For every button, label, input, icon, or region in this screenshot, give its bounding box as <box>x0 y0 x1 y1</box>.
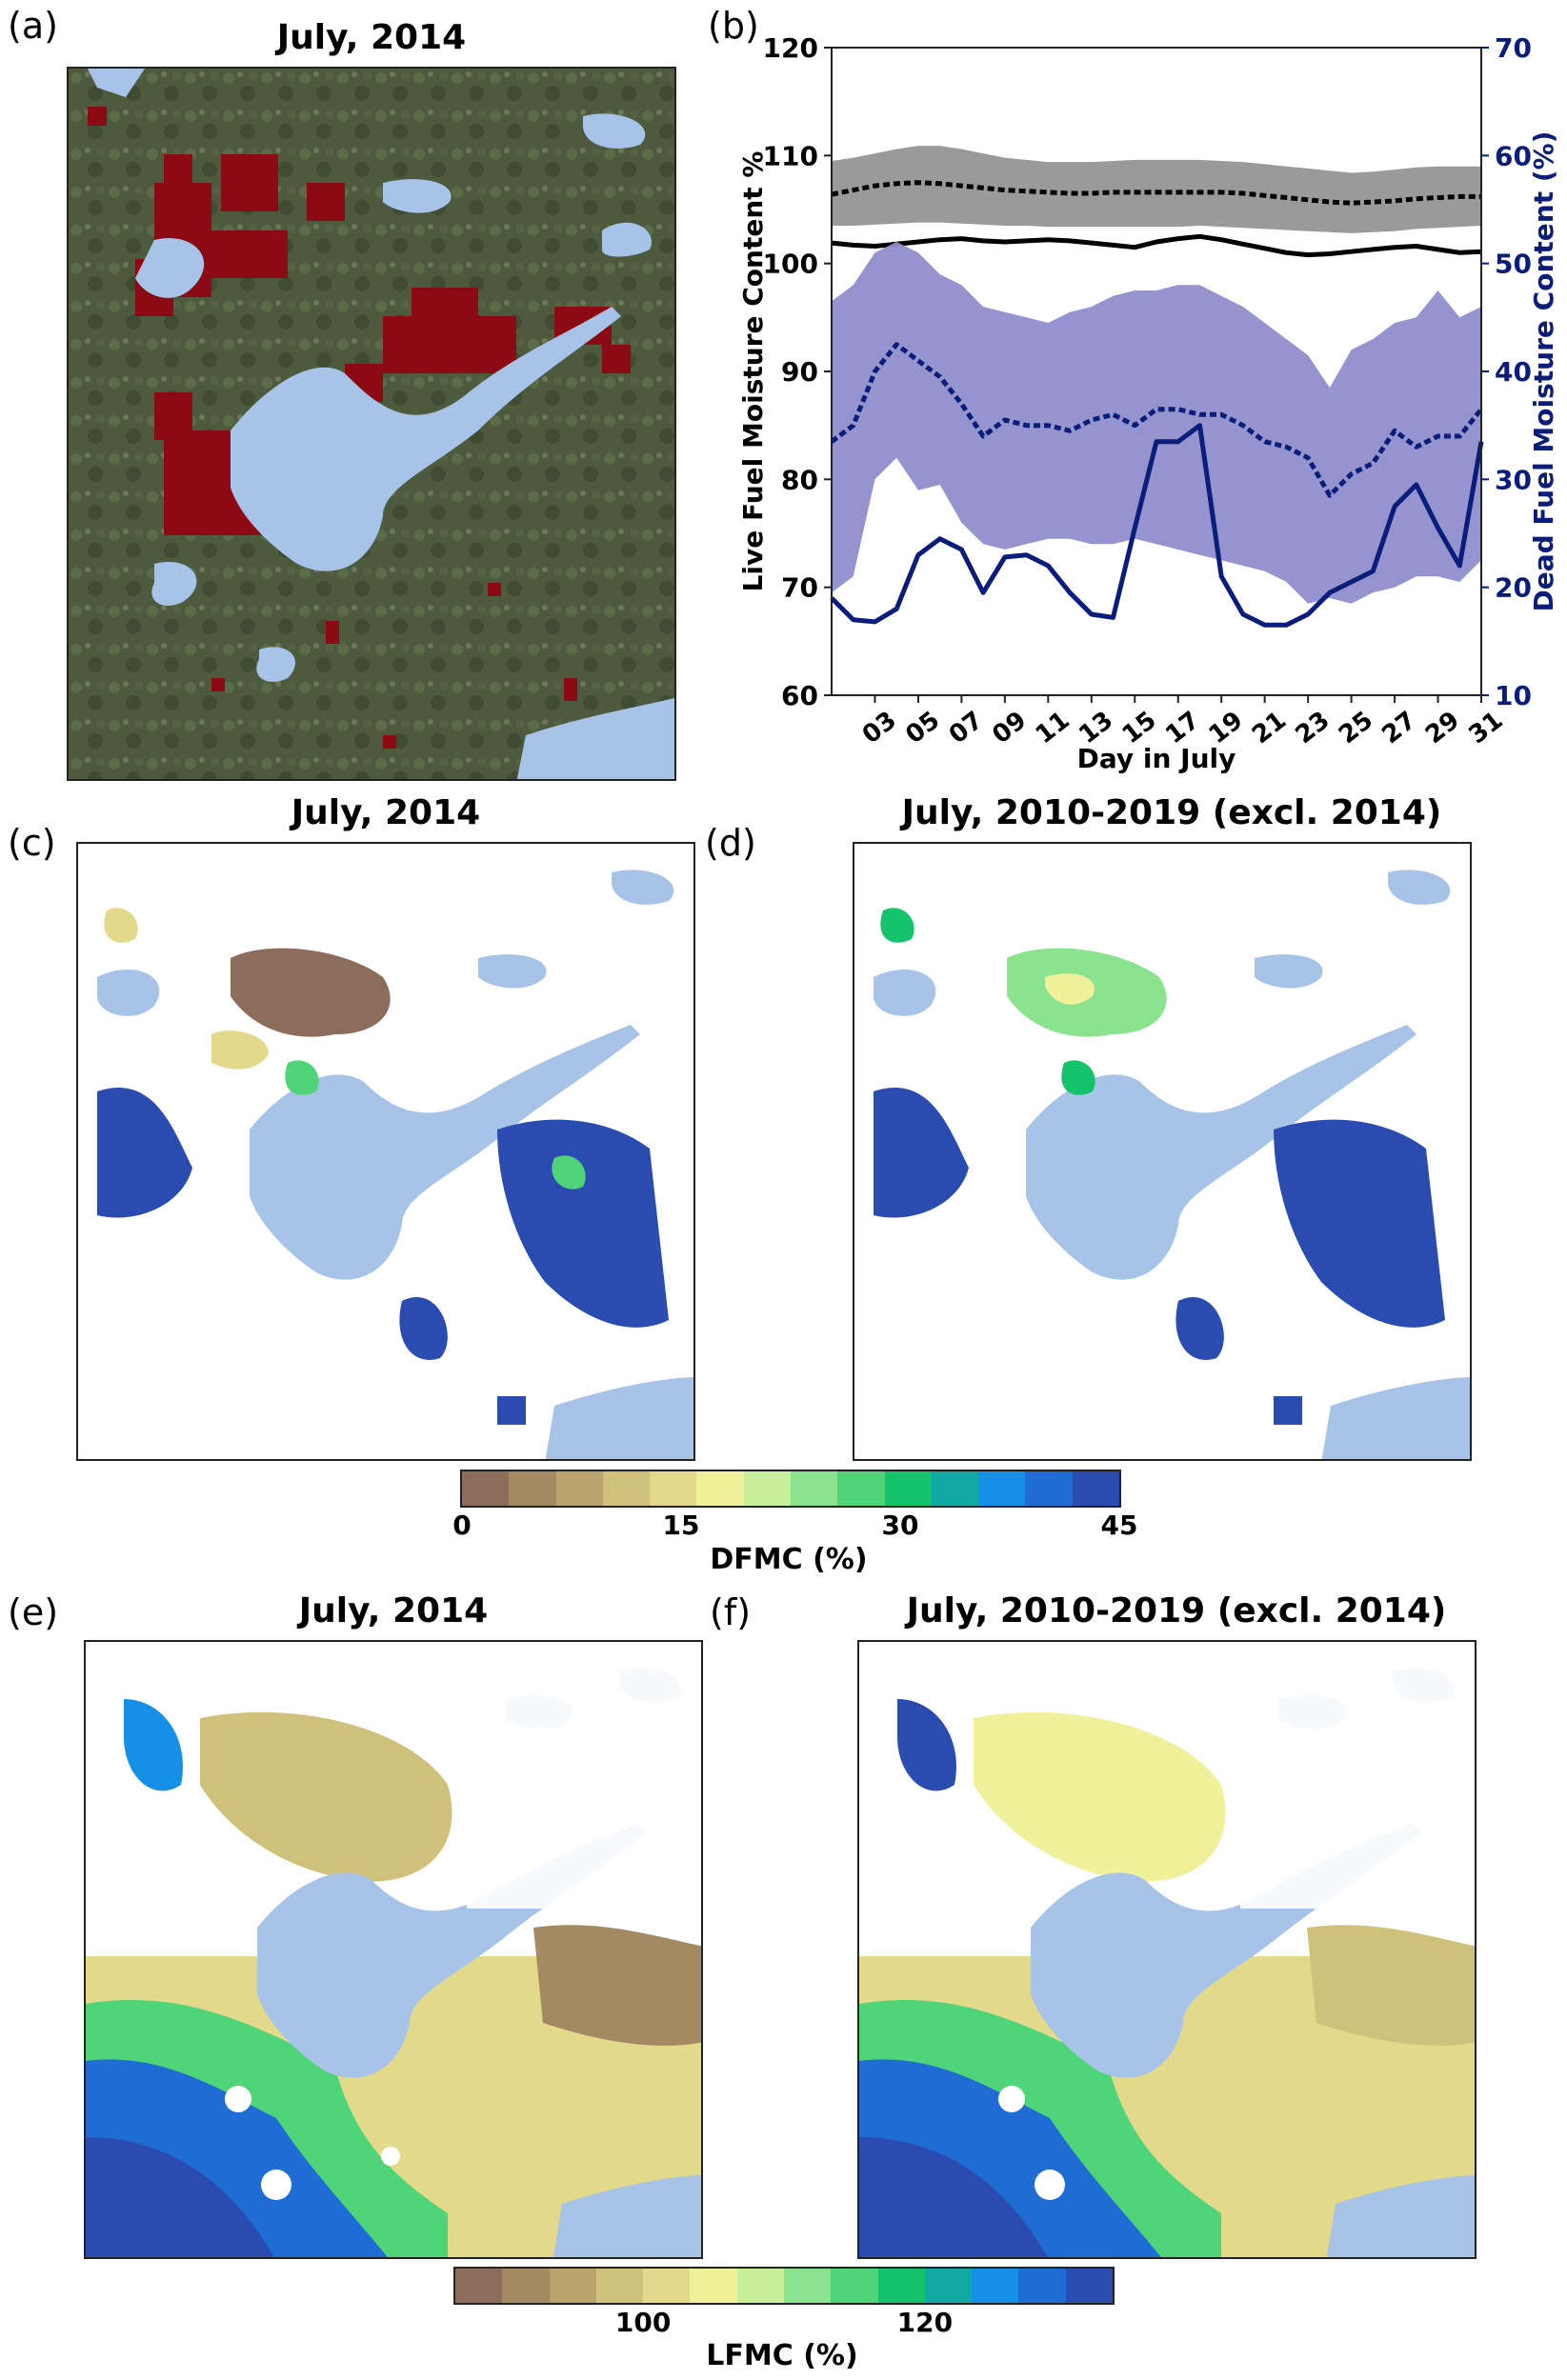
colorbar-segment <box>696 1471 744 1506</box>
x-tick-label: 03 <box>857 706 902 750</box>
live-fmc-mean-line <box>831 180 1481 206</box>
colorbar-segment <box>877 2269 925 2303</box>
colorbar-segment <box>783 2269 832 2303</box>
colorbar-segment <box>790 1471 838 1506</box>
lfmc-colorbar <box>453 2267 1115 2305</box>
colorbar-segment <box>595 2269 644 2303</box>
dead-fmc-2014-line <box>830 423 1484 628</box>
y-tick-label: 100 <box>763 249 818 280</box>
x-tick-label: 05 <box>900 706 945 750</box>
x-tick-label: 29 <box>1420 706 1465 750</box>
dfmc-map-d-image <box>874 870 1470 1459</box>
x-tick-label: 25 <box>1334 706 1378 750</box>
y2-tick-label: 60 <box>1495 140 1532 171</box>
y2-tick-label: 10 <box>1495 680 1532 711</box>
dfmc-colorbar-label: DFMC (%) <box>710 1543 868 1576</box>
panel-title-e: July, 2014 <box>298 1591 489 1630</box>
colorbar-segment <box>972 2269 1019 2303</box>
x-tick-label: 09 <box>987 706 1032 750</box>
panel-label-e: (e) <box>8 1591 59 1633</box>
lfmc-map-e-image <box>86 1642 701 2257</box>
colorbar-segment <box>502 2269 550 2303</box>
colorbar-segment <box>924 2269 973 2303</box>
colorbar-segment <box>837 1471 885 1506</box>
colorbar-segment <box>643 2269 691 2303</box>
panel-label-b: (b) <box>708 5 759 47</box>
dead-fmc-mean-line <box>830 342 1483 498</box>
panel-title-c: July, 2014 <box>291 793 481 832</box>
colorbar-segment <box>690 2269 737 2303</box>
x-axis-label: Day in July <box>1077 743 1236 774</box>
lfmc-map-e <box>84 1640 703 2259</box>
satellite-map-a <box>67 67 676 781</box>
dfmc-map-d <box>853 842 1472 1461</box>
y2-tick-label: 50 <box>1495 249 1532 280</box>
y-tick-label: 70 <box>781 572 818 604</box>
colorbar-tick-label: 30 <box>881 1510 919 1541</box>
panel-label-c: (c) <box>8 822 56 864</box>
colorbar-segment <box>462 1471 510 1506</box>
y2-tick-label: 20 <box>1495 572 1532 604</box>
live-fmc-range-band <box>832 146 1481 233</box>
colorbar-segment <box>1065 2269 1113 2303</box>
dead-fmc-range-band <box>832 242 1481 604</box>
y-tick-label: 120 <box>763 32 818 64</box>
colorbar-segment <box>555 1471 603 1506</box>
colorbar-tick-label: 15 <box>662 1510 700 1541</box>
y-axis-label: Live Fuel Moisture Content % <box>737 151 769 592</box>
colorbar-segment <box>1025 1471 1073 1506</box>
colorbar-segment <box>831 2269 878 2303</box>
colorbar-tick-label: 45 <box>1100 1510 1138 1541</box>
colorbar-segment <box>509 1471 556 1506</box>
live-fmc-2014-line <box>831 233 1482 258</box>
colorbar-tick-label: 100 <box>614 2307 672 2338</box>
x-tick-label: 07 <box>944 706 989 750</box>
panel-label-a: (a) <box>8 5 58 47</box>
panel-title-d: July, 2010-2019 (excl. 2014) <box>901 793 1442 832</box>
y2-tick-label: 70 <box>1495 32 1532 64</box>
y-tick-label: 60 <box>781 680 818 711</box>
y2-tick-label: 30 <box>1495 464 1532 495</box>
colorbar-tick-label: 120 <box>896 2307 954 2338</box>
colorbar-segment <box>931 1471 979 1506</box>
colorbar-segment <box>1072 1471 1119 1506</box>
lfmc-map-f-image <box>859 1642 1475 2257</box>
colorbar-segment <box>650 1471 697 1506</box>
dfmc-map-c <box>76 842 695 1461</box>
x-tick-label: 23 <box>1291 706 1336 750</box>
y-tick-label: 80 <box>781 464 818 495</box>
colorbar-segment <box>736 2269 784 2303</box>
satellite-image <box>69 69 674 779</box>
colorbar-segment <box>978 1471 1026 1506</box>
colorbar-segment <box>549 2269 596 2303</box>
colorbar-segment <box>743 1471 791 1506</box>
panel-label-f: (f) <box>710 1591 752 1633</box>
lfmc-map-f <box>857 1640 1477 2259</box>
x-tick-label: 11 <box>1031 706 1075 750</box>
colorbar-tick-label: 0 <box>452 1510 472 1541</box>
y2-tick-label: 40 <box>1495 356 1532 388</box>
dfmc-colorbar <box>460 1470 1121 1508</box>
x-tick-label: 27 <box>1376 706 1421 750</box>
y2-axis-label: Dead Fuel Moisture Content (%) <box>1528 131 1559 612</box>
panel-title-f: July, 2010-2019 (excl. 2014) <box>906 1591 1447 1630</box>
colorbar-segment <box>1018 2269 1066 2303</box>
colorbar-segment <box>455 2269 503 2303</box>
panel-title-a: July, 2014 <box>276 18 467 57</box>
water-bodies <box>88 69 674 779</box>
x-tick-label: 31 <box>1463 706 1508 750</box>
colorbar-segment <box>884 1471 932 1506</box>
fuel-moisture-line-chart: 60 70 80 90 100 110 120 10 20 30 40 50 60 70 030507091… <box>737 32 1559 774</box>
x-tick-label: 21 <box>1247 706 1292 750</box>
panel-label-d: (d) <box>705 822 756 864</box>
lfmc-colorbar-label: LFMC (%) <box>706 2339 858 2372</box>
dfmc-map-c-image <box>97 870 693 1459</box>
colorbar-segment <box>602 1471 651 1506</box>
y-tick-label: 90 <box>781 356 818 388</box>
y-tick-label: 110 <box>763 140 818 171</box>
